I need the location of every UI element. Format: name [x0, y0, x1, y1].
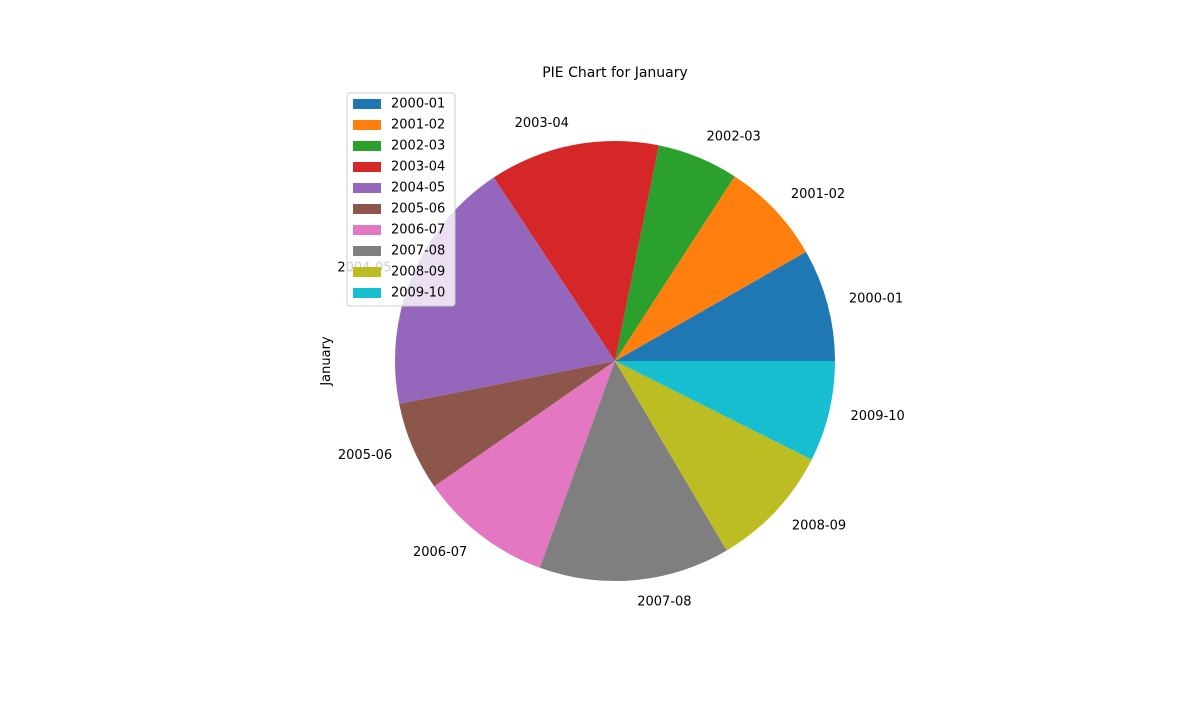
legend-label-2008-09: 2008-09 [391, 265, 445, 280]
legend-label-2004-05: 2004-05 [391, 181, 445, 196]
legend-label-2006-07: 2006-07 [391, 223, 445, 238]
slice-label-2009-10: 2009-10 [850, 409, 904, 424]
y-axis-label: January [319, 336, 334, 387]
legend-swatch-2001-02 [353, 120, 381, 130]
legend-label-2001-02: 2001-02 [391, 118, 445, 133]
pie-slice-2002-03 [615, 145, 735, 361]
slice-label-2000-01: 2000-01 [849, 291, 903, 306]
pie-slice-2008-09 [615, 361, 812, 551]
legend-swatch-2008-09 [353, 267, 381, 277]
legend-label-2009-10: 2009-10 [391, 286, 445, 301]
legend-label-2003-04: 2003-04 [391, 160, 445, 175]
legend-swatch-2005-06 [353, 204, 381, 214]
slice-label-2002-03: 2002-03 [707, 129, 761, 144]
pie-slice-2007-08 [539, 361, 727, 581]
legend-label-2005-06: 2005-06 [391, 202, 445, 217]
legend-swatch-2000-01 [353, 99, 381, 109]
slice-labels: 2000-01 2001-02 2002-03 2003-04 2004-05 2005-… [337, 116, 904, 610]
pie-slices [395, 141, 835, 581]
pie-slice-2006-07 [434, 361, 615, 568]
pie-slice-2000-01 [615, 251, 835, 361]
legend-swatch-2003-04 [353, 162, 381, 172]
legend-swatch-2007-08 [353, 246, 381, 256]
legend-swatch-2002-03 [353, 141, 381, 151]
legend-swatch-2004-05 [353, 183, 381, 193]
legend-label-2000-01: 2000-01 [391, 97, 445, 112]
slice-label-2007-08: 2007-08 [637, 594, 691, 609]
legend-label-2007-08: 2007-08 [391, 244, 445, 259]
chart-title: PIE Chart for January [542, 65, 688, 81]
slice-label-2003-04: 2003-04 [515, 116, 569, 131]
legend-swatch-2009-10 [353, 288, 381, 298]
pie-slice-2003-04 [493, 141, 659, 361]
pie-slice-2009-10 [615, 361, 835, 460]
slice-label-2008-09: 2008-09 [792, 519, 846, 534]
pie-slice-2005-06 [399, 361, 615, 487]
slice-label-2005-06: 2005-06 [338, 448, 392, 463]
legend: 2000-01 2001-02 2002-03 2003-04 2004-05 2005-… [346, 92, 456, 307]
slice-label-2001-02: 2001-02 [791, 187, 845, 202]
slice-label-2006-07: 2006-07 [413, 545, 467, 560]
pie-slice-2001-02 [615, 176, 807, 361]
legend-label-2002-03: 2002-03 [391, 139, 445, 154]
legend-swatch-2006-07 [353, 225, 381, 235]
